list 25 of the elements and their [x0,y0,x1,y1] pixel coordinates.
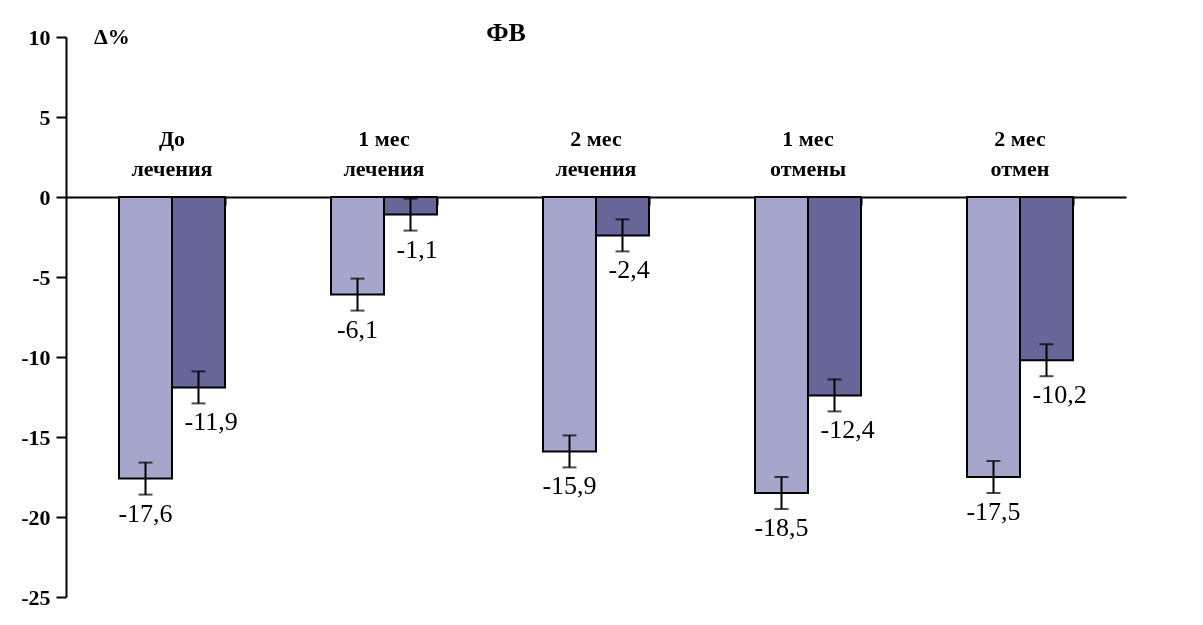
y-tick-label: 0 [39,184,51,210]
y-tick-label: -25 [21,584,51,610]
chart-title: ФВ [486,18,526,47]
x-tick-label: 2 мес лечения [555,126,637,181]
data-label: -18,5 [754,513,809,542]
y-tick-label: 5 [39,104,51,130]
x-tick-label: 1 мес отмены [769,126,847,181]
x-tick-label: До лечения [131,126,213,181]
data-label: -17,6 [118,498,173,528]
data-label: -11,9 [184,407,238,437]
x-tick-label: 1 мес лечения [343,126,425,181]
data-label: -2,4 [608,255,650,285]
data-label: -6,1 [336,314,379,344]
y-tick-label: -20 [21,504,51,530]
data-label: -1,1 [396,234,438,264]
data-label: -17,5 [966,497,1021,526]
x-tick-label: 2 мес отмен [990,126,1050,181]
y-tick-label: -5 [32,264,51,290]
data-label: -10,2 [1032,380,1087,410]
data-label: -12,4 [820,415,875,445]
y-tick-label: 10 [28,24,51,50]
y-tick-label: -10 [21,344,51,370]
data-label: -15,9 [542,471,597,501]
y-tick-label: -15 [21,424,51,450]
y-axis-title: Δ% [94,24,130,49]
